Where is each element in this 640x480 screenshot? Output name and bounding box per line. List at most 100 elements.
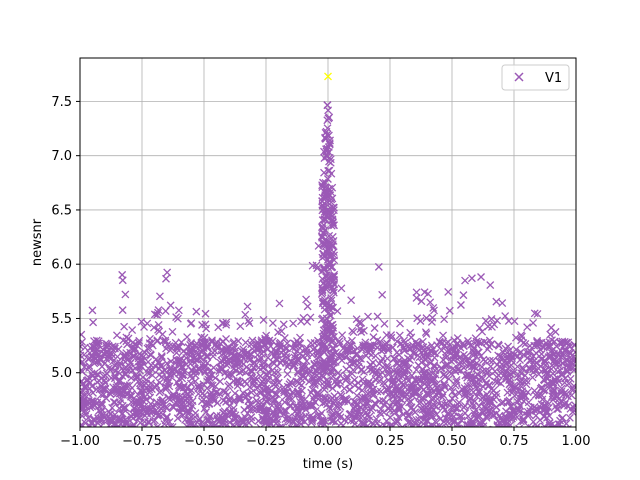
scatter-point [281,392,290,401]
scatter-point [118,276,127,285]
scatter-point [569,382,576,390]
scatter-point [371,368,380,377]
scatter-point [421,328,430,337]
scatter-point [428,376,437,385]
scatter-point [354,318,363,327]
scatter-point [456,301,465,309]
scatter-point [503,388,512,397]
scatter-point [297,426,305,427]
scatter-point [471,334,480,343]
scatter-point [386,413,395,422]
scatter-point [160,420,169,427]
scatter-point [168,327,177,336]
scatter-point [421,348,430,357]
scatter-point [464,420,472,427]
scatter-point [519,417,528,426]
scatter-point [543,428,550,435]
x-tick-label: −1.00 [60,434,100,449]
scatter-point [541,358,550,367]
scatter-point [94,406,103,415]
x-tick-label: −0.75 [122,434,162,449]
scatter-point [162,404,171,413]
scatter-point [283,339,292,348]
scatter-point [511,333,520,342]
scatter-point [476,428,483,435]
scatter-point [364,312,372,321]
scatter-point [524,398,533,407]
scatter-point [457,385,466,393]
scatter-point [456,343,465,352]
scatter-point [532,429,539,436]
scatter-point [280,398,289,407]
scatter-point [430,306,438,315]
scatter-point [317,424,326,427]
scatter-point [85,362,94,370]
scatter-point [98,362,106,371]
scatter-point [426,359,435,368]
scatter-point [201,309,210,318]
scatter-point [173,414,182,423]
scatter-point [543,398,552,406]
scatter-point [205,426,213,427]
scatter-point [415,392,424,401]
scatter-point [242,380,251,388]
scatter-point [372,376,380,385]
scatter-point [347,426,355,427]
scatter-point [346,379,354,388]
scatter-point [485,381,493,390]
scatter-point [89,318,98,327]
scatter-point [236,393,244,402]
scatter-point [383,361,392,370]
scatter-point [450,391,459,400]
scatter-point [380,319,389,328]
scatter-point [380,426,388,427]
scatter-point [123,353,132,362]
scatter-point [241,338,250,347]
scatter-point [443,418,452,426]
scatter-point [504,316,513,325]
scatter-point [88,306,97,315]
scatter-point [238,418,247,427]
scatter-point [241,310,250,319]
scatter-point [162,274,170,283]
scatter-point [300,428,307,435]
scatter-point [501,312,510,321]
scatter-point [301,345,310,354]
scatter-point [129,422,138,427]
scatter-point [244,316,253,325]
scatter-point [227,370,236,378]
scatter-point [140,386,149,395]
scatter-point [113,414,122,423]
scatter-point [393,418,402,426]
scatter-point [543,342,552,351]
legend: V1 [501,64,570,91]
scatter-point [239,345,248,354]
y-tick-label: 6.5 [51,203,72,218]
scatter-point [459,291,468,300]
scatter-point [393,386,402,395]
scatter-point [340,384,349,393]
scatter-point [494,426,502,427]
scatter-point [504,397,513,406]
scatter-point [299,313,308,322]
scatter-point [463,424,472,427]
scatter-point [562,426,571,427]
scatter-point [165,418,174,426]
scatter-point [352,315,361,324]
scatter-point [439,391,448,399]
scatter-point [365,423,374,427]
scatter-point [472,381,481,390]
y-axis-label: newsnr [30,218,45,266]
scatter-point [97,398,106,407]
scatter-point [468,428,475,435]
x-axis-label: time (s) [303,457,353,472]
scatter-point [494,341,503,350]
scatter-point [306,313,315,322]
scatter-point [529,318,538,327]
scatter-point [235,379,244,387]
scatter-point [571,341,576,350]
scatter-point [466,381,474,390]
scatter-point [442,347,451,356]
scatter-point [336,426,345,427]
scatter-point [501,344,510,353]
